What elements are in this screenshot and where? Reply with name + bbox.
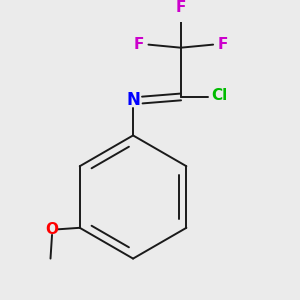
- Text: F: F: [176, 0, 186, 15]
- Text: Cl: Cl: [212, 88, 228, 103]
- Text: F: F: [218, 37, 228, 52]
- Text: O: O: [46, 222, 59, 237]
- Text: F: F: [134, 37, 144, 52]
- Text: N: N: [126, 91, 140, 109]
